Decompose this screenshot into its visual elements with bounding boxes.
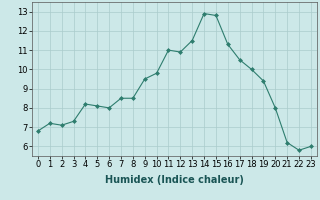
- X-axis label: Humidex (Indice chaleur): Humidex (Indice chaleur): [105, 175, 244, 185]
